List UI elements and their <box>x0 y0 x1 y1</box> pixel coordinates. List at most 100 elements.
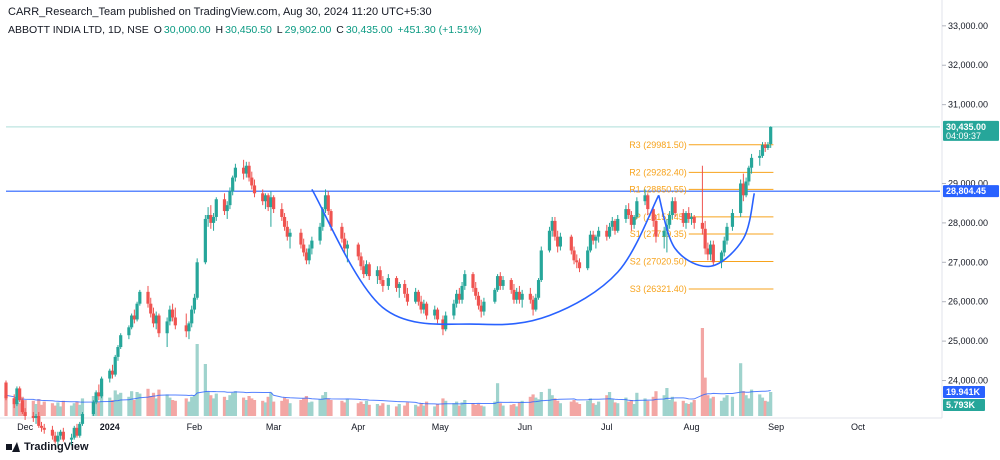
candle-body <box>769 126 773 145</box>
volume-bar <box>668 400 672 416</box>
candle-body <box>610 220 614 227</box>
volume-bar <box>498 403 502 416</box>
volume-bar <box>138 393 142 416</box>
candle-body <box>575 260 579 263</box>
candle-body <box>39 425 44 428</box>
volume-bar <box>591 403 595 416</box>
volume-bar <box>356 403 360 416</box>
candle-body <box>318 226 322 241</box>
candle-body <box>110 370 115 375</box>
brand-name: TradingView <box>24 441 89 453</box>
candle-body <box>4 382 8 399</box>
candle-body <box>730 213 735 227</box>
open-label: O <box>153 24 162 36</box>
volume-bar <box>575 402 579 416</box>
price-badge <box>943 185 999 198</box>
candle-body <box>553 220 557 237</box>
volume-bar <box>689 402 694 416</box>
candle-body <box>157 315 161 334</box>
handle-pattern-curve <box>657 193 756 268</box>
volume-bar <box>302 398 306 416</box>
candle-body <box>479 305 483 312</box>
candle-body <box>520 293 524 300</box>
tradingview-brand[interactable]: TradingView <box>6 441 89 453</box>
volume-bar <box>624 397 628 416</box>
volume-bar <box>31 400 35 416</box>
volume-bar <box>629 400 633 416</box>
candle-body <box>127 327 131 336</box>
candle-body <box>135 303 139 320</box>
candle-body <box>195 262 199 298</box>
time-tick-label: Feb <box>187 422 203 432</box>
volume-bar <box>345 399 349 416</box>
candle-body <box>329 211 333 227</box>
low-value: 29,902.00 <box>284 24 332 36</box>
candle-body <box>151 313 156 324</box>
volume-bar <box>632 404 636 416</box>
volume-bar <box>673 401 677 416</box>
candle-body <box>116 347 120 357</box>
price-tick-label: 26,000.00 <box>948 297 988 307</box>
volume-bar <box>493 401 497 416</box>
volume-bar <box>285 399 289 416</box>
candle-body <box>534 297 538 310</box>
candle-body <box>247 165 251 178</box>
candle-body <box>356 244 360 257</box>
volume-bar <box>416 406 420 416</box>
volume-bar <box>457 405 461 416</box>
volume-badge <box>943 399 985 411</box>
candle-body <box>722 240 726 253</box>
candle-body <box>359 256 363 267</box>
tradingview-logo-icon <box>6 442 20 452</box>
volume-bar <box>722 397 726 416</box>
volume-bar <box>531 394 535 416</box>
candle-body <box>23 412 27 416</box>
candle-body <box>635 201 639 217</box>
volume-bar <box>381 403 385 416</box>
candle-body <box>362 266 366 275</box>
candle-body <box>244 165 248 174</box>
volume-bar <box>211 398 216 416</box>
candle-body <box>80 414 85 424</box>
volume-bar <box>299 400 303 416</box>
symbol-label[interactable]: ABBOTT INDIA LTD, 1D, NSE <box>8 24 149 36</box>
volume-bar <box>495 383 500 416</box>
volume-bar <box>170 400 175 416</box>
volume-bar <box>769 392 773 416</box>
candle-body <box>203 218 207 263</box>
volume-bar <box>528 396 532 416</box>
volume-badge-label: 19.941K <box>946 387 981 397</box>
candle-body <box>673 201 677 214</box>
volume-bar <box>266 396 270 416</box>
volume-bar <box>711 396 715 416</box>
candle-body <box>493 289 497 302</box>
candle-body <box>386 278 390 286</box>
volume-bar <box>56 402 60 416</box>
candle-body <box>302 244 306 253</box>
volume-bar <box>233 391 238 416</box>
volume-bar <box>206 392 210 416</box>
candle-body <box>654 220 658 237</box>
candle-body <box>670 201 674 215</box>
candle-body <box>517 291 522 300</box>
volume-bar <box>474 404 478 416</box>
volume-bar <box>378 405 382 416</box>
low-label: L <box>276 24 283 36</box>
candle-body <box>250 177 254 186</box>
candle-body <box>94 392 98 403</box>
pivot-level-label: P (28151.45) <box>635 212 687 222</box>
volume-bar <box>476 404 481 416</box>
candle-body <box>627 209 631 215</box>
candle-body <box>416 291 420 302</box>
volume-bar <box>4 395 8 416</box>
volume-bar <box>59 406 63 416</box>
candle-body <box>719 252 724 263</box>
high-value: 30,450.50 <box>225 24 272 36</box>
volume-badge <box>943 386 985 398</box>
volume-bar <box>151 392 156 416</box>
volume-bar <box>539 392 543 416</box>
volume-bar <box>209 395 213 416</box>
volume-bar <box>741 391 745 416</box>
candle-body <box>263 195 268 202</box>
